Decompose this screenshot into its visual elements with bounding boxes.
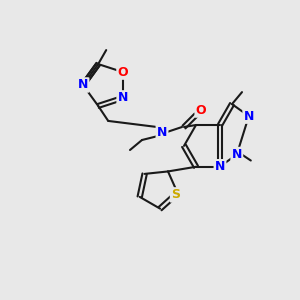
Text: N: N <box>232 148 242 161</box>
Text: N: N <box>244 110 254 123</box>
Text: N: N <box>157 125 167 139</box>
Text: O: O <box>196 103 206 116</box>
Text: N: N <box>118 92 128 104</box>
Text: N: N <box>78 79 88 92</box>
Text: S: S <box>171 188 180 201</box>
Text: O: O <box>118 66 128 79</box>
Text: N: N <box>215 160 225 173</box>
